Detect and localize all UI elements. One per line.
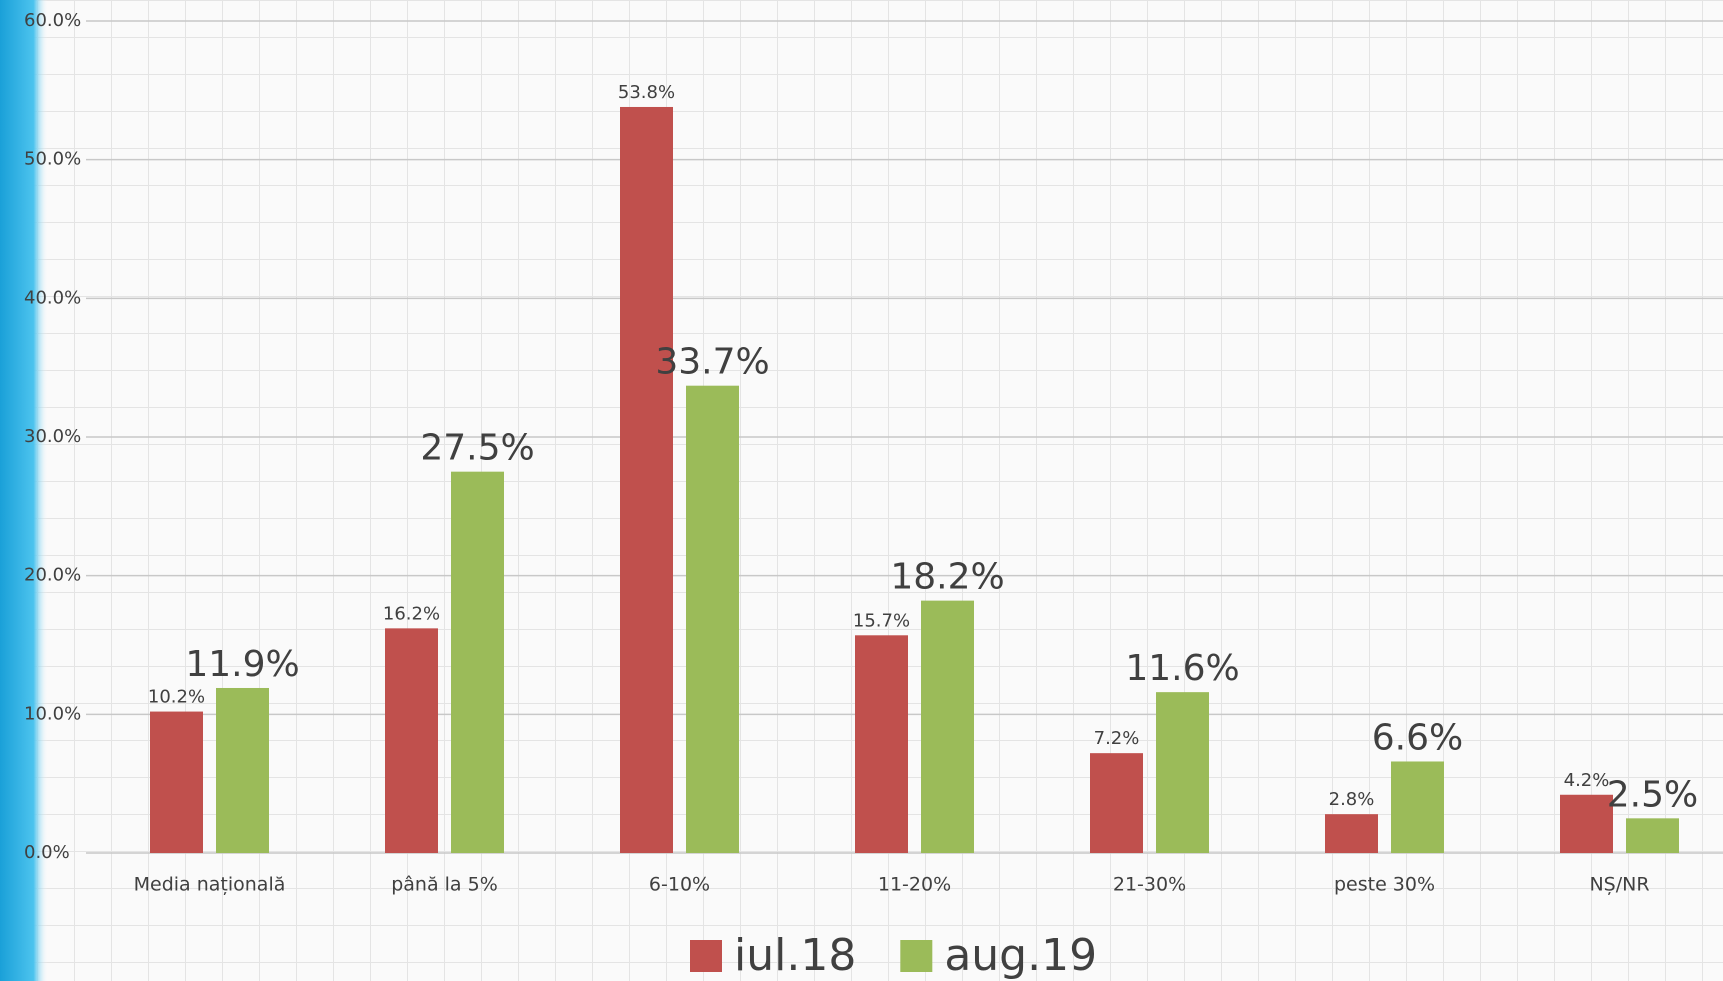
decor-strip xyxy=(0,0,48,981)
x-tick-label: Media națională xyxy=(134,874,286,896)
value-label: 7.2% xyxy=(1094,728,1140,749)
y-tick-label: 30.0% xyxy=(24,426,81,447)
x-tick-label: până la 5% xyxy=(391,874,498,896)
bar xyxy=(686,385,739,853)
bar xyxy=(1325,814,1378,853)
value-label: 33.7% xyxy=(655,342,769,383)
bar xyxy=(1560,794,1613,853)
value-label: 4.2% xyxy=(1564,770,1610,791)
bar xyxy=(620,106,673,854)
value-label: 6.6% xyxy=(1372,717,1463,758)
legend-label: iul.18 xyxy=(734,930,856,981)
value-label: 2.8% xyxy=(1329,789,1375,810)
bar xyxy=(385,628,438,853)
y-tick-label: 40.0% xyxy=(24,287,81,308)
x-tick-label: 21-30% xyxy=(1113,874,1186,896)
value-label: 2.5% xyxy=(1607,774,1698,815)
bar xyxy=(1156,692,1209,853)
bar xyxy=(1626,818,1679,853)
value-label: 15.7% xyxy=(853,610,910,631)
value-label: 11.9% xyxy=(185,644,299,685)
x-tick-label: 6-10% xyxy=(649,874,710,896)
legend-swatch xyxy=(900,940,933,972)
x-tick-label: NȘ/NR xyxy=(1589,874,1649,896)
y-tick-label: 50.0% xyxy=(24,149,81,170)
y-tick-label: 0.0% xyxy=(24,842,70,863)
bar xyxy=(855,635,908,853)
value-label: 53.8% xyxy=(618,82,675,103)
value-label: 11.6% xyxy=(1125,648,1239,689)
x-tick-label: 11-20% xyxy=(878,874,951,896)
value-label: 10.2% xyxy=(148,687,205,708)
bar xyxy=(921,600,974,853)
legend-swatch xyxy=(690,940,722,972)
value-label: 27.5% xyxy=(420,428,534,469)
bar xyxy=(451,471,504,853)
value-label: 16.2% xyxy=(383,603,440,624)
y-tick-label: 20.0% xyxy=(24,565,81,586)
bar xyxy=(216,687,269,853)
y-tick-label: 60.0% xyxy=(24,10,81,31)
bar xyxy=(150,711,203,853)
bar xyxy=(1090,753,1143,853)
x-tick-label: peste 30% xyxy=(1334,874,1435,896)
legend-label: aug.19 xyxy=(944,930,1097,981)
bar xyxy=(1391,761,1444,853)
value-label: 18.2% xyxy=(890,557,1004,598)
y-tick-label: 10.0% xyxy=(24,703,81,724)
